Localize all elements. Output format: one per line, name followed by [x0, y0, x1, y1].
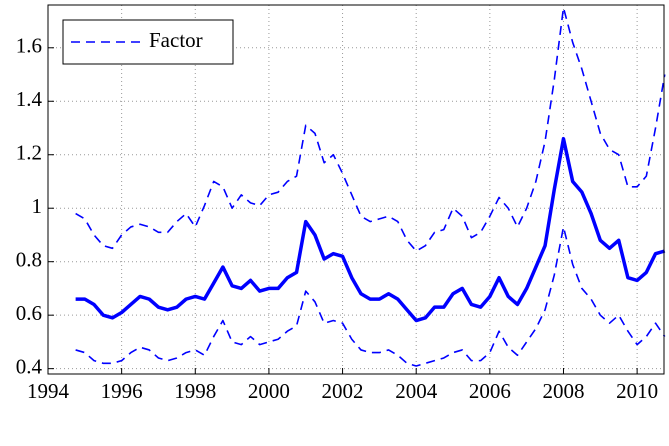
y-tick-label: 0.8: [16, 248, 42, 272]
y-tick-label: 1: [32, 194, 43, 218]
plot-area: [48, 5, 664, 374]
series-line: [75, 6, 666, 252]
y-tick-label: 0.4: [16, 354, 43, 378]
x-tick-label: 2002: [322, 379, 364, 403]
y-tick-label: 1.2: [16, 141, 42, 165]
plot-frame: [47, 4, 665, 375]
x-tick-label: 2004: [395, 379, 438, 403]
legend-label: Factor: [149, 28, 203, 52]
x-tick-label: 1996: [101, 379, 143, 403]
x-tick-label: 2010: [616, 379, 658, 403]
y-tick-label: 1.4: [16, 87, 43, 111]
x-tick-label: 2008: [542, 379, 584, 403]
legend-box: [62, 19, 234, 65]
series-line: [75, 226, 666, 367]
y-tick-label: 1.6: [16, 34, 42, 58]
x-tick-label: 1994: [27, 379, 70, 403]
x-tick-label: 1998: [174, 379, 216, 403]
x-tick-label: 2000: [248, 379, 290, 403]
series-line: [75, 136, 666, 323]
x-tick-label: 2006: [469, 379, 511, 403]
y-tick-label: 0.6: [16, 301, 42, 325]
